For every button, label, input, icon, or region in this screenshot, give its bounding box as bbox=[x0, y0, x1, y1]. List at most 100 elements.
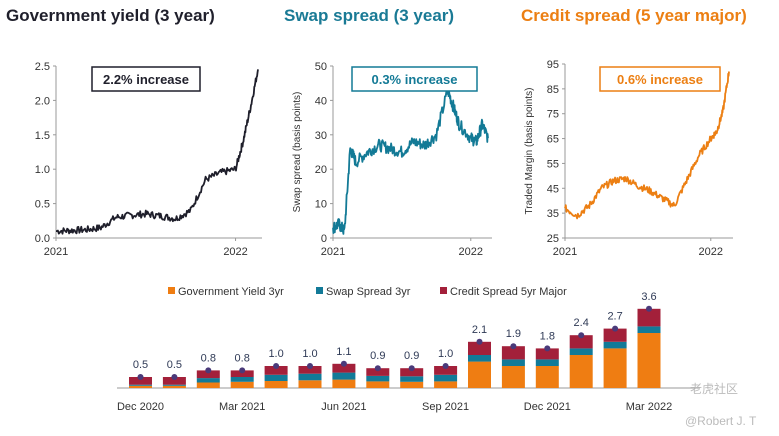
total-marker bbox=[340, 360, 347, 367]
bar-segment bbox=[332, 363, 356, 373]
total-label: 0.8 bbox=[201, 352, 216, 364]
x-tick-label: 2022 bbox=[223, 246, 247, 258]
total-label: 2.4 bbox=[574, 317, 589, 329]
y-tick-label: 1.5 bbox=[35, 130, 50, 142]
bar-segment bbox=[400, 368, 424, 377]
x-tick-label: 2022 bbox=[459, 246, 483, 258]
y-tick-label: 75 bbox=[547, 109, 559, 121]
bar-segment bbox=[298, 380, 322, 388]
bar-segment bbox=[501, 359, 525, 366]
y-axis-label: Swap spread (basis points) bbox=[292, 92, 303, 213]
annotation-frame bbox=[599, 66, 721, 92]
bar-segment bbox=[603, 328, 627, 342]
bar-x-tick-label: Sep 2021 bbox=[422, 401, 469, 413]
watermark-author: @Robert J. T bbox=[685, 414, 757, 428]
total-marker bbox=[239, 367, 246, 374]
bar-segment bbox=[468, 355, 491, 362]
x-tick-label: 2021 bbox=[321, 246, 345, 258]
bar-segment bbox=[162, 385, 186, 388]
annotation-text: 0.3% increase bbox=[371, 72, 457, 87]
total-label: 2.1 bbox=[472, 324, 487, 336]
y-tick-label: 35 bbox=[547, 208, 559, 220]
y-tick-label: 2.0 bbox=[35, 95, 50, 107]
x-tick-label: 2021 bbox=[44, 246, 68, 258]
legend-label: Swap Spread 3yr bbox=[326, 286, 411, 298]
total-marker bbox=[510, 343, 517, 350]
bar-segment bbox=[129, 385, 152, 388]
bar-segment bbox=[366, 375, 390, 382]
credit-spread-title: Credit spread (5 year major) bbox=[521, 6, 747, 25]
bar-segment bbox=[332, 379, 356, 388]
bar-segment bbox=[230, 381, 254, 388]
bar-segment bbox=[468, 341, 491, 355]
bar-segment bbox=[569, 355, 593, 388]
total-label: 1.0 bbox=[268, 348, 283, 360]
gov-yield-title: Government yield (3 year) bbox=[6, 6, 215, 25]
legend-swatch bbox=[316, 287, 323, 294]
bar-segment bbox=[434, 381, 458, 388]
total-label: 1.0 bbox=[438, 348, 453, 360]
bar-segment bbox=[264, 381, 288, 388]
bar-segment bbox=[264, 374, 288, 381]
y-tick-label: 0 bbox=[321, 233, 327, 245]
y-tick-label: 55 bbox=[547, 158, 559, 170]
bar-segment bbox=[366, 381, 390, 388]
bar-segment bbox=[298, 373, 322, 381]
y-tick-label: 30 bbox=[315, 130, 327, 142]
legend-swatch bbox=[440, 287, 447, 294]
y-tick-label: 40 bbox=[315, 95, 327, 107]
total-marker bbox=[544, 345, 551, 352]
bar-segment bbox=[129, 377, 152, 385]
y-tick-label: 0.5 bbox=[35, 199, 50, 211]
bar-segment bbox=[196, 382, 220, 388]
total-label: 0.9 bbox=[370, 350, 385, 362]
y-tick-label: 0.0 bbox=[35, 233, 50, 245]
increase-annotation: 2.2% increase bbox=[91, 66, 201, 92]
y-tick-label: 1.0 bbox=[35, 164, 50, 176]
bar-segment bbox=[535, 366, 559, 388]
series-line bbox=[332, 86, 489, 235]
bar-segment bbox=[400, 381, 424, 388]
annotation-text: 0.6% increase bbox=[617, 72, 703, 87]
y-tick-label: 2.5 bbox=[35, 61, 50, 73]
total-label: 0.5 bbox=[133, 359, 148, 371]
y-tick-label: 95 bbox=[547, 59, 559, 71]
total-label: 2.7 bbox=[607, 311, 622, 323]
bar-x-tick-label: Mar 2022 bbox=[626, 401, 672, 413]
bar-segment bbox=[400, 376, 424, 382]
y-tick-label: 45 bbox=[547, 183, 559, 195]
x-tick-label: 2022 bbox=[699, 246, 723, 258]
y-tick-label: 10 bbox=[315, 199, 327, 211]
bar-segment bbox=[230, 377, 254, 382]
bar-segment bbox=[637, 333, 661, 388]
bar-segment bbox=[162, 384, 186, 386]
bar-segment bbox=[569, 348, 593, 355]
total-label: 1.9 bbox=[506, 328, 521, 340]
series-line bbox=[564, 71, 730, 220]
y-tick-label: 85 bbox=[547, 84, 559, 96]
bar-segment bbox=[468, 361, 491, 388]
bar-segment bbox=[332, 372, 356, 380]
total-marker bbox=[646, 305, 652, 312]
bar-x-tick-label: Jun 2021 bbox=[321, 401, 366, 413]
bar-segment bbox=[637, 326, 661, 333]
annotation-frame bbox=[351, 66, 478, 92]
swap-spread-title: Swap spread (3 year) bbox=[284, 6, 455, 25]
bar-segment bbox=[230, 370, 254, 377]
x-tick-label: 2021 bbox=[553, 246, 577, 258]
total-marker bbox=[612, 325, 619, 332]
legend-label: Credit Spread 5yr Major bbox=[450, 286, 567, 298]
total-marker bbox=[307, 363, 313, 369]
y-tick-label: 25 bbox=[547, 233, 559, 245]
bar-segment bbox=[501, 366, 525, 388]
bar-segment bbox=[501, 346, 525, 360]
y-tick-label: 20 bbox=[315, 164, 327, 176]
annotation-text: 2.2% increase bbox=[103, 72, 189, 87]
y-axis-label: Traded Margin (basis points) bbox=[524, 88, 535, 215]
bar-segment bbox=[603, 341, 627, 349]
increase-annotation: 0.6% increase bbox=[599, 66, 721, 92]
bar-x-tick-label: Mar 2021 bbox=[219, 401, 265, 413]
bar-segment bbox=[129, 384, 152, 386]
total-marker bbox=[205, 367, 212, 374]
